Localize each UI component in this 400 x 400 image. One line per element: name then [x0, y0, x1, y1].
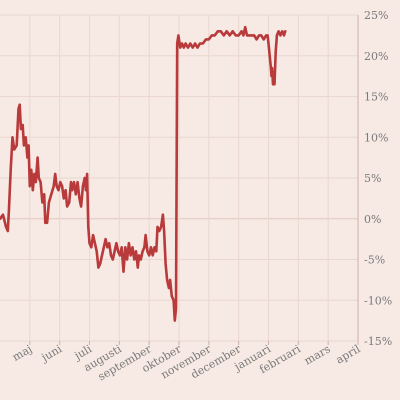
- y-tick-labels: 25% 20% 15% 10% 5% 0% -5% -10% -15%: [364, 9, 392, 348]
- y-tick-label: -10%: [364, 294, 392, 307]
- y-tick-label: 25%: [364, 9, 388, 22]
- y-tick-label: 5%: [364, 172, 381, 185]
- series-line: [0, 25, 287, 322]
- x-tick-label: maj: [10, 342, 34, 363]
- y-tick-label: -5%: [364, 254, 385, 267]
- x-tick-label: april: [334, 342, 363, 366]
- y-tick-label: 10%: [364, 131, 388, 144]
- axis-layer: [29, 15, 359, 345]
- y-tick-label: 0%: [364, 213, 381, 226]
- y-tick-label: -15%: [364, 335, 392, 348]
- grid-layer: [0, 14, 359, 342]
- y-tick-label: 20%: [364, 50, 388, 63]
- y-tick-label: 15%: [364, 91, 388, 104]
- x-tick-label: mars: [302, 342, 333, 367]
- x-tick-label: juni: [38, 342, 65, 365]
- series-layer: [0, 25, 287, 322]
- x-tick-labels: maj juni juliaugustiseptemberoktobernovemb…: [10, 342, 363, 383]
